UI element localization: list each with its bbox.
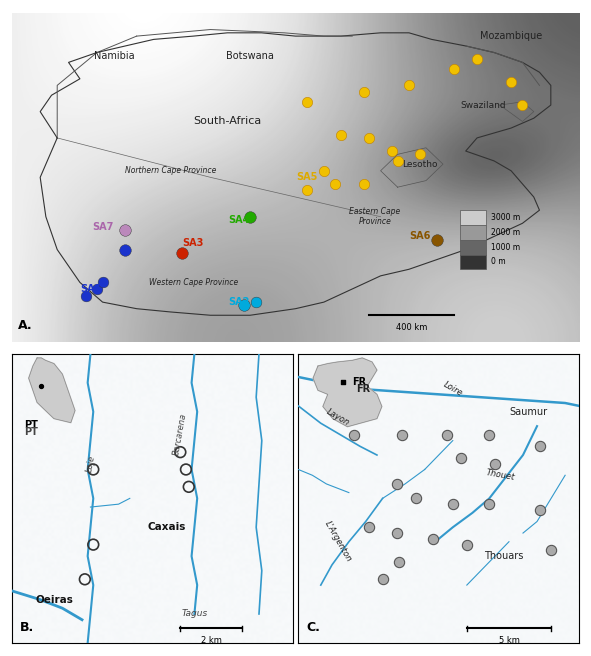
Point	[450, 64, 459, 74]
Point	[485, 499, 494, 510]
Text: 5 km: 5 km	[499, 636, 519, 645]
Point	[245, 211, 255, 222]
Point	[387, 146, 397, 156]
Text: Layon: Layon	[324, 407, 351, 428]
Text: 2 km: 2 km	[201, 636, 222, 645]
Text: L'Argenton: L'Argenton	[322, 520, 353, 564]
Text: Northern Cape Province: Northern Cape Province	[125, 166, 216, 175]
Point	[443, 430, 452, 440]
Point	[398, 430, 407, 440]
Text: 1000 m: 1000 m	[491, 243, 520, 252]
Point	[535, 441, 544, 451]
Point	[89, 539, 98, 550]
Point	[92, 284, 102, 295]
Point	[518, 100, 527, 110]
Point	[80, 574, 90, 584]
Text: Lesotho: Lesotho	[402, 159, 438, 169]
Point	[506, 77, 516, 87]
Point	[448, 499, 457, 510]
Point	[365, 133, 374, 143]
Point	[392, 479, 401, 489]
Point	[302, 185, 311, 195]
Point	[393, 155, 402, 166]
Point	[319, 165, 329, 176]
Point	[359, 178, 368, 189]
Point	[456, 453, 466, 463]
Text: A.: A.	[18, 319, 32, 332]
Point	[404, 80, 414, 91]
Text: B.: B.	[20, 621, 34, 634]
Text: 2000 m: 2000 m	[491, 228, 520, 237]
Point	[411, 493, 421, 504]
Point	[177, 247, 187, 258]
Point	[251, 297, 261, 308]
Point	[184, 482, 193, 492]
Point	[392, 528, 401, 539]
Point	[81, 291, 90, 301]
Point	[330, 178, 340, 189]
Text: 3000 m: 3000 m	[491, 213, 521, 222]
Point	[121, 244, 130, 255]
Text: PT: PT	[25, 427, 38, 437]
Text: Botswana: Botswana	[226, 51, 274, 61]
Text: Swaziland: Swaziland	[460, 100, 505, 110]
Text: South-Africa: South-Africa	[193, 117, 262, 127]
Bar	[460, 210, 486, 225]
Point	[302, 96, 311, 107]
Text: SA1: SA1	[80, 284, 102, 294]
Text: Caxais: Caxais	[147, 522, 186, 532]
Bar	[460, 225, 486, 239]
Point	[485, 430, 494, 440]
Text: C.: C.	[307, 621, 320, 634]
Point	[535, 504, 544, 515]
Point	[121, 224, 130, 235]
Bar	[460, 255, 486, 269]
Text: Western Cape Province: Western Cape Province	[149, 278, 238, 287]
Point	[378, 574, 387, 584]
Point	[176, 447, 185, 457]
Text: 400 km: 400 km	[396, 323, 427, 333]
Text: Thouet: Thouet	[485, 468, 516, 482]
Text: Loire: Loire	[441, 379, 464, 398]
Point	[359, 87, 368, 97]
Point	[350, 430, 359, 440]
Point	[462, 539, 472, 550]
Point	[181, 464, 191, 475]
Text: Tagus: Tagus	[181, 609, 207, 619]
Text: Oeiras: Oeiras	[35, 594, 73, 605]
Text: SA6: SA6	[410, 232, 431, 241]
Point	[364, 522, 374, 533]
Text: SA2: SA2	[228, 297, 249, 307]
Text: FR: FR	[356, 384, 370, 394]
Point	[546, 545, 556, 556]
Text: Barcarena: Barcarena	[172, 413, 189, 457]
Text: Mozambique: Mozambique	[480, 31, 542, 41]
Text: SA5: SA5	[296, 173, 317, 182]
Point	[490, 459, 499, 469]
Text: SA7: SA7	[92, 222, 113, 232]
Text: SA3: SA3	[183, 238, 204, 248]
Text: Loje: Loje	[85, 455, 96, 473]
Point	[433, 234, 442, 245]
Point	[240, 300, 249, 311]
Text: Eastern Cape
Province: Eastern Cape Province	[349, 207, 401, 226]
Point	[89, 464, 98, 475]
Point	[428, 533, 438, 544]
Text: 0 m: 0 m	[491, 257, 506, 266]
Text: Namibia: Namibia	[93, 51, 134, 61]
Text: SA4: SA4	[228, 215, 249, 225]
Point	[395, 557, 404, 567]
Point	[98, 277, 108, 288]
Bar	[460, 239, 486, 255]
Point	[472, 54, 482, 64]
Text: Thouars: Thouars	[483, 551, 523, 561]
Text: Saumur: Saumur	[509, 407, 548, 417]
Point	[415, 149, 425, 159]
Point	[336, 129, 346, 140]
